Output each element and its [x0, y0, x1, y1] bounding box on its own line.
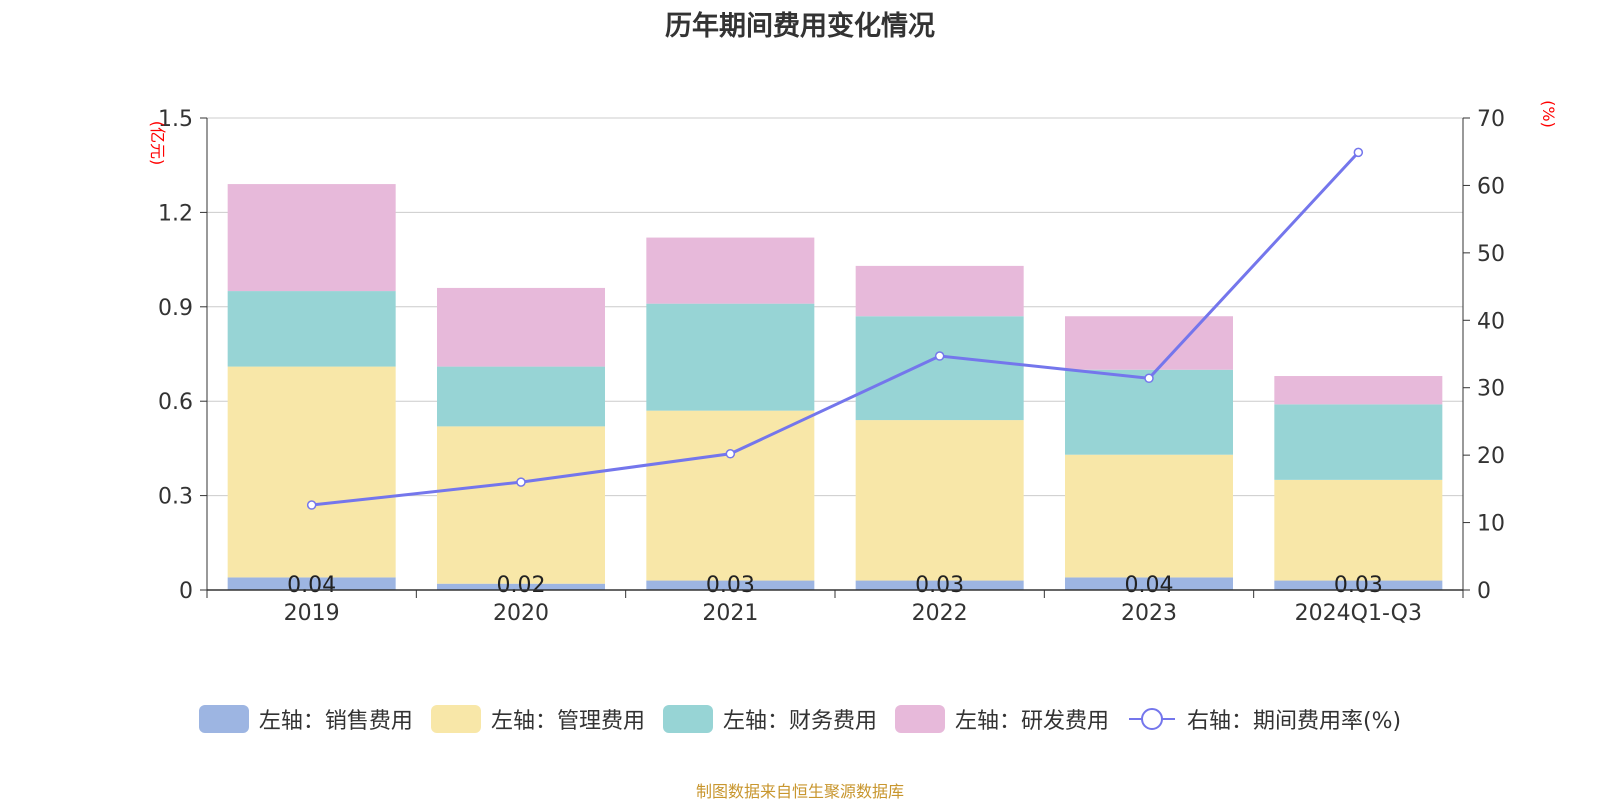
x-axis-tick-label: 2020	[493, 601, 549, 626]
bar-segment-admin	[646, 410, 815, 581]
bar-data-label: 0.03	[1334, 573, 1383, 598]
right-axis-tick-label: 60	[1477, 174, 1505, 199]
expense-rate-point	[516, 477, 526, 487]
bar-segment-sales	[227, 577, 396, 590]
legend-label-rnd: 左轴：研发费用	[954, 709, 1109, 734]
bar-segment-admin	[1065, 454, 1233, 578]
bar-segment-finance	[227, 291, 396, 367]
bar-segment-sales	[646, 580, 815, 590]
legend-swatch-rnd	[894, 705, 945, 733]
x-axis-tick-label: 2023	[1121, 601, 1177, 626]
bar-data-label: 0.02	[497, 573, 546, 598]
bar-segment-sales	[437, 583, 605, 590]
left-axis-unit-label: (亿元)	[148, 121, 167, 166]
legend-line-marker-icon	[1128, 708, 1175, 730]
legend: 左轴：销售费用 左轴：管理费用 左轴：财务费用 左轴：研发费用 右轴：期间费用率…	[0, 703, 1600, 735]
right-axis-tick-label: 20	[1477, 444, 1505, 469]
left-axis-tick-label: 0.6	[158, 390, 193, 415]
bar-segment-rnd	[855, 265, 1024, 317]
expense-rate-point	[725, 449, 736, 459]
legend-swatch-sales	[198, 705, 249, 733]
x-axis-tick-label: 2022	[912, 601, 968, 626]
expense-rate-point	[306, 500, 317, 510]
expense-rate-point	[934, 351, 945, 361]
legend-item-finance[interactable]: 左轴：财务费用	[662, 703, 877, 735]
legend-item-admin[interactable]: 左轴：管理费用	[430, 703, 645, 735]
chart-title: 历年期间费用变化情况	[665, 11, 935, 42]
bar-segment-finance	[1274, 404, 1443, 480]
legend-label-admin: 左轴：管理费用	[490, 709, 645, 734]
x-axis-tick-label: 2021	[702, 601, 758, 626]
bar-segment-sales	[1274, 580, 1443, 590]
right-axis-unit-label: (%)	[1539, 100, 1558, 128]
bar-segment-rnd	[1274, 376, 1443, 405]
left-axis-tick-label: 0.3	[158, 485, 193, 510]
bar-data-label: 0.04	[287, 573, 336, 598]
x-axis-tick-label: 2019	[284, 601, 340, 626]
legend-label-expense-rate: 右轴：期间费用率(%)	[1186, 709, 1402, 734]
bar-data-label: 0.03	[706, 573, 755, 598]
bar-segment-rnd	[646, 237, 815, 304]
bar-data-label: 0.04	[1125, 573, 1174, 598]
left-axis-tick-label: 1.2	[158, 201, 193, 226]
bar-segment-admin	[855, 420, 1024, 581]
right-axis-tick-label: 50	[1477, 242, 1505, 267]
left-axis-tick-label: 0	[179, 579, 193, 604]
legend-item-sales[interactable]: 左轴：销售费用	[198, 703, 413, 735]
bar-segment-admin	[1274, 479, 1443, 581]
legend-item-expense-rate[interactable]: 右轴：期间费用率(%)	[1127, 703, 1401, 735]
bar-segment-rnd	[1065, 316, 1233, 370]
left-axis-tick-label: 0.9	[158, 296, 193, 321]
right-axis-tick-label: 30	[1477, 377, 1505, 402]
bar-segment-finance	[1065, 369, 1233, 455]
bar-segment-finance	[437, 366, 605, 427]
expense-rate-point	[1144, 373, 1154, 384]
legend-label-sales: 左轴：销售费用	[258, 709, 413, 734]
bar-segment-sales	[855, 580, 1024, 590]
legend-swatch-finance	[662, 705, 713, 733]
data-source-note: 制图数据来自恒生聚源数据库	[695, 782, 904, 801]
legend-item-rnd[interactable]: 左轴：研发费用	[894, 703, 1109, 735]
bar-segment-finance	[855, 316, 1024, 421]
bar-segment-rnd	[437, 287, 605, 367]
expense-rate-line	[311, 151, 1360, 507]
legend-label-finance: 左轴：财务费用	[722, 709, 877, 734]
left-axis-tick-label: 1.5	[158, 107, 193, 132]
expense-rate-point	[1353, 147, 1364, 158]
bar-segment-admin	[437, 426, 605, 584]
right-axis-tick-label: 10	[1477, 512, 1505, 537]
right-axis-tick-label: 0	[1477, 579, 1491, 604]
legend-swatch-admin	[430, 705, 481, 733]
bar-segment-rnd	[227, 184, 396, 292]
bar-segment-sales	[1065, 577, 1233, 590]
right-axis-tick-label: 70	[1477, 107, 1505, 132]
bar-segment-admin	[227, 366, 396, 578]
x-axis-tick-label: 2024Q1-Q3	[1295, 601, 1422, 626]
right-axis-tick-label: 40	[1477, 309, 1505, 334]
bar-data-label: 0.03	[915, 573, 964, 598]
bar-segment-finance	[646, 303, 815, 411]
